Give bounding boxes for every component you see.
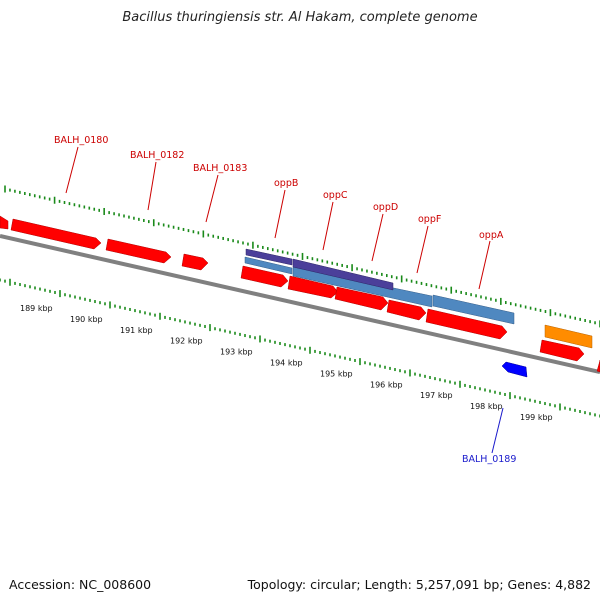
label-leader	[416, 225, 429, 274]
cds-arrow	[105, 238, 172, 264]
genome-backbone	[0, 234, 600, 374]
upper-tick-ring	[4, 185, 600, 328]
feature-bar-orange	[544, 324, 593, 349]
tick-label: 191 kbp	[120, 326, 153, 335]
tick-label: 197 kbp	[420, 391, 453, 400]
cds-arrow	[287, 275, 339, 299]
label-leader	[491, 407, 504, 454]
tick-label-group: 189 kbp 190 kbp 191 kbp 192 kbp 193 kbp 194 k…	[20, 304, 553, 422]
label-leader	[371, 213, 384, 262]
genome-title: Bacillus thuringiensis str. Al Hakam, co…	[122, 10, 478, 25]
feature-bar-purple-1	[245, 248, 293, 266]
gene-label-oppd: oppD	[373, 202, 398, 213]
gene-label-oppb: oppB	[274, 178, 298, 189]
cds-arrow	[386, 299, 427, 321]
gene-label-oppc: oppC	[323, 190, 348, 201]
cds-arrow	[596, 359, 600, 373]
cds-arrow	[10, 218, 102, 250]
tick-label: 189 kbp	[20, 304, 53, 313]
gene-label-oppa: oppA	[479, 230, 504, 241]
tick-label: 199 kbp	[520, 413, 553, 422]
gene-label-oppf: oppF	[418, 214, 441, 225]
accession-text: Accession: NC_008600	[9, 577, 152, 592]
lower-tick-ring	[0, 278, 600, 418]
gene-label-balh-0189: BALH_0189	[462, 454, 516, 465]
tick-label: 194 kbp	[270, 359, 303, 368]
tick-label: 196 kbp	[370, 380, 403, 389]
feature-bar-steel-1	[244, 256, 293, 275]
gene-label-balh-0183: BALH_0183	[193, 163, 247, 174]
label-leader	[478, 240, 491, 290]
gene-label-balh-0180: BALH_0180	[54, 135, 108, 146]
cds-arrow	[0, 215, 9, 230]
cds-arrow	[240, 265, 289, 288]
cds-arrow	[334, 286, 389, 311]
tick-label: 195 kbp	[320, 369, 353, 378]
cds-arrow	[425, 308, 508, 340]
cds-arrow	[539, 339, 585, 362]
topology-text: Topology: circular; Length: 5,257,091 bp…	[247, 577, 591, 592]
tick-label: 192 kbp	[170, 337, 203, 346]
gene-label-balh-0182: BALH_0182	[130, 150, 184, 161]
tick-label: 193 kbp	[220, 348, 253, 357]
tick-label: 198 kbp	[470, 402, 503, 411]
label-leader	[322, 201, 334, 251]
label-leader	[274, 189, 286, 239]
cds-arrow-blue	[501, 361, 528, 378]
label-leader	[147, 161, 157, 211]
tick-label: 190 kbp	[70, 315, 103, 324]
feature-bar-purple-2	[292, 258, 394, 291]
label-leader	[205, 174, 219, 223]
cds-arrow	[181, 253, 209, 271]
label-leader	[65, 146, 79, 194]
feature-bar-steel-3	[432, 294, 515, 325]
